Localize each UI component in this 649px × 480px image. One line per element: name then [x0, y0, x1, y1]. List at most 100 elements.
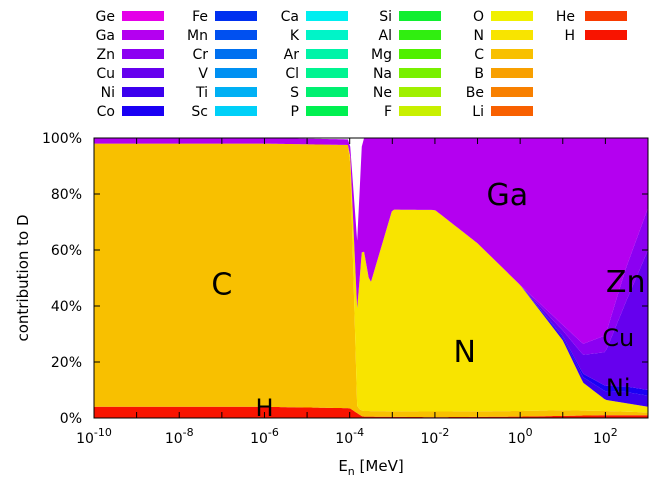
legend-label: Mn: [187, 28, 208, 44]
legend-swatch: [122, 49, 164, 59]
region-label-N: N: [453, 335, 475, 370]
x-axis-label-unit: [MeV]: [355, 457, 404, 475]
x-tick-label: 10-6: [250, 426, 279, 447]
x-axis-label-sub: n: [348, 465, 355, 478]
legend: Ge Ga Zn Cu Ni Co Fe Mn Cr V Ti Sc Ca K Ar Cl SP Si Al Mg Na…: [96, 9, 627, 120]
y-tick-label: 100%: [42, 131, 82, 147]
legend-swatch: [399, 106, 441, 116]
legend-label: Ge: [96, 9, 115, 25]
y-tick-label: 40%: [51, 299, 82, 315]
legend-swatch: [122, 11, 164, 21]
x-tick-label: 10-4: [335, 426, 364, 447]
legend-swatch: [215, 30, 257, 40]
legend-label: Co: [97, 104, 115, 120]
legend-label: S: [290, 85, 299, 101]
legend-swatch: [399, 68, 441, 78]
area-Cu: [94, 143, 648, 390]
legend-swatch: [491, 68, 533, 78]
legend-label: Si: [379, 9, 392, 25]
legend-swatch: [122, 87, 164, 97]
legend-label: Li: [472, 104, 484, 120]
legend-label: Ga: [96, 28, 115, 44]
x-tick-label: 10-8: [165, 426, 194, 447]
legend-swatch: [585, 30, 627, 40]
legend-label: Cr: [192, 47, 208, 63]
legend-label: H: [564, 28, 575, 44]
legend-label: Mg: [371, 47, 392, 63]
area-Ga: [94, 138, 648, 344]
legend-swatch: [585, 11, 627, 21]
legend-label: Zn: [97, 47, 115, 63]
area-C: [94, 143, 648, 418]
legend-label: Cu: [96, 66, 115, 82]
x-tick-label: 102: [593, 426, 618, 447]
legend-label: Ni: [101, 85, 115, 101]
legend-swatch: [306, 49, 348, 59]
legend-label: O: [473, 9, 484, 25]
y-tick-label: 0%: [60, 411, 82, 427]
legend-label: Sc: [191, 104, 208, 120]
legend-swatch: [491, 106, 533, 116]
y-tick-label: 60%: [51, 243, 82, 259]
legend-swatch: [491, 87, 533, 97]
legend-swatch: [399, 11, 441, 21]
x-axis-label-main: E: [338, 457, 347, 475]
legend-label: C: [474, 47, 484, 63]
legend-label: Cl: [285, 66, 299, 82]
legend-label: B: [474, 66, 484, 82]
legend-label: N: [474, 28, 484, 44]
legend-swatch: [215, 49, 257, 59]
legend-swatch: [491, 30, 533, 40]
x-tick-label: 10-2: [421, 426, 450, 447]
legend-swatch: [215, 11, 257, 21]
legend-label: Be: [466, 85, 484, 101]
y-tick-label: 80%: [51, 187, 82, 203]
legend-label: Ne: [373, 85, 392, 101]
region-label-C: C: [211, 268, 232, 303]
legend-swatch: [491, 49, 533, 59]
area-H: [94, 406, 648, 418]
legend-label: Fe: [192, 9, 208, 25]
legend-label: Ti: [195, 85, 208, 101]
region-label-Ni: Ni: [606, 374, 631, 402]
region-label-Zn: Zn: [606, 265, 646, 300]
legend-swatch: [306, 11, 348, 21]
legend-label: V: [198, 66, 208, 82]
region-label-Cu: Cu: [602, 324, 634, 352]
x-tick-label: 10-10: [76, 426, 112, 447]
legend-swatch: [215, 87, 257, 97]
legend-label: F: [384, 104, 392, 120]
plot-frame: [93, 137, 649, 419]
y-axis: 0% 20% 40% 60% 80% 100%: [42, 131, 648, 427]
legend-swatch: [122, 106, 164, 116]
region-label-Ga: Ga: [487, 178, 529, 213]
legend-label: He: [556, 9, 575, 25]
y-axis-label: contribution to D: [14, 214, 32, 341]
plot-area: [94, 138, 648, 418]
legend-label: Al: [379, 28, 392, 44]
legend-swatch: [306, 30, 348, 40]
legend-label: P: [291, 104, 299, 120]
x-tick-label: 100: [508, 426, 533, 447]
x-axis: 10-10 10-8 10-6 10-4 10-2 100 102: [76, 138, 649, 447]
legend-swatch: [215, 68, 257, 78]
legend-swatch: [399, 87, 441, 97]
region-label-H: H: [255, 394, 273, 422]
legend-swatch: [306, 68, 348, 78]
legend-swatch: [399, 49, 441, 59]
legend-swatch: [306, 106, 348, 116]
legend-label: Ar: [284, 47, 300, 63]
legend-swatch: [122, 30, 164, 40]
legend-swatch: [399, 30, 441, 40]
area-N: [94, 143, 648, 413]
legend-swatch: [215, 106, 257, 116]
x-axis-label: En [MeV]: [338, 457, 403, 478]
y-tick-label: 20%: [51, 355, 82, 371]
legend-label: Ca: [281, 9, 299, 25]
legend-swatch: [491, 11, 533, 21]
legend-label: Na: [373, 66, 392, 82]
legend-swatch: [122, 68, 164, 78]
legend-label: K: [290, 28, 300, 44]
region-labels: C N Ga Zn Cu Ni H: [211, 178, 645, 422]
